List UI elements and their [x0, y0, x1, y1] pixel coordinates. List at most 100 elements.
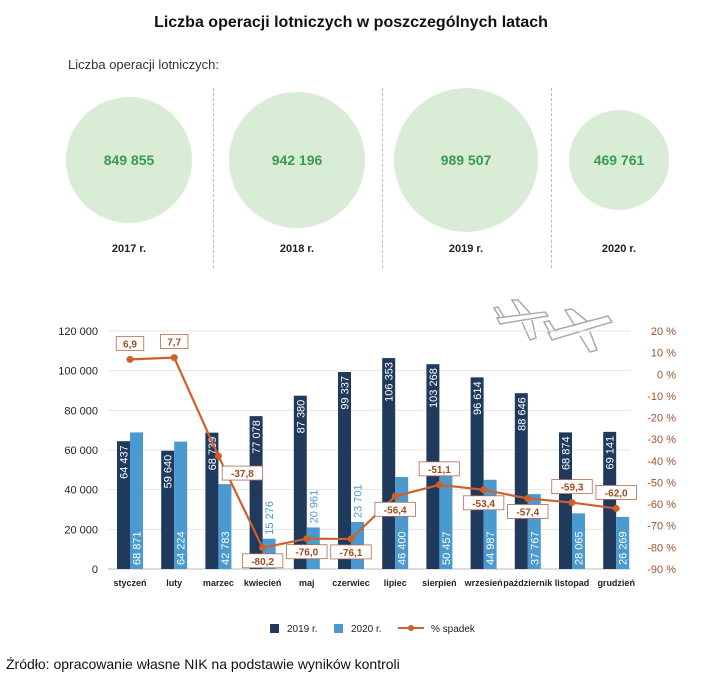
bar-2019	[117, 441, 130, 569]
bar-2019	[470, 377, 484, 569]
year-label: 2020 r.	[601, 243, 637, 255]
data-label: 77 078	[251, 420, 263, 454]
year-value: 942 196	[271, 152, 323, 168]
percent-label: -51,1	[428, 465, 451, 476]
category-label: sierpień	[422, 578, 457, 588]
bar-2019	[338, 371, 351, 569]
bar-2019	[514, 393, 528, 569]
year-circle-2019: 989 507	[394, 88, 538, 232]
right-tick-label: -70 %	[647, 521, 676, 533]
category-label: listopad	[555, 578, 590, 588]
percent-label: -62,0	[605, 488, 628, 499]
bar-2020	[130, 432, 143, 569]
left-tick-label: 100 000	[58, 366, 98, 378]
right-tick-label: -30 %	[647, 434, 676, 446]
category-label: lipiec	[384, 578, 407, 588]
data-label: 46 400	[397, 531, 409, 565]
percent-point	[126, 355, 134, 363]
percent-point	[214, 452, 222, 460]
percent-label: -37,8	[231, 469, 254, 480]
legend-label: 2020 r.	[351, 624, 382, 635]
left-tick-label: 0	[92, 564, 98, 576]
percent-label: -80,2	[251, 557, 274, 568]
data-label: 68 874	[561, 436, 573, 470]
year-circle-2017: 849 855	[66, 97, 192, 223]
category-label: maj	[299, 578, 315, 588]
data-label: 26 269	[618, 531, 630, 565]
percent-point	[259, 544, 267, 552]
year-value: 849 855	[103, 152, 155, 168]
data-label: 59 640	[163, 455, 175, 489]
bar-2020	[572, 513, 585, 569]
category-label: czerwiec	[332, 578, 370, 588]
chart: 64 437 68 871 59 640 64 224 68 739 42 783 77 0…	[58, 299, 676, 635]
percent-label-box	[115, 335, 145, 351]
divider	[382, 88, 383, 268]
left-tick-label: 120 000	[58, 326, 98, 338]
bar-2019	[293, 395, 307, 569]
percent-line	[129, 356, 617, 550]
legend-swatch-2019	[270, 624, 279, 633]
percent-point	[170, 354, 178, 362]
data-label: 69 141	[605, 436, 617, 470]
right-tick-label: 10 %	[651, 348, 676, 360]
year-label: 2017 r.	[111, 243, 147, 255]
percent-label-box	[160, 334, 189, 350]
right-tick-label: -10 %	[647, 391, 676, 403]
percent-label-box	[241, 553, 284, 569]
legend-swatch-2020	[334, 624, 343, 633]
percent-label: -57,4	[516, 507, 539, 518]
category-label: wrzesień	[464, 578, 503, 588]
data-label: 15 276	[264, 501, 276, 535]
percent-label-box	[462, 495, 505, 511]
divider	[551, 88, 552, 268]
page-title: Liczba operacji lotniczych w poszczególn…	[154, 14, 548, 31]
year-value: 469 761	[593, 152, 645, 168]
right-tick-label: -60 %	[647, 499, 676, 511]
data-label: 88 646	[516, 397, 528, 431]
data-label: 99 337	[340, 376, 352, 410]
data-label: 64 224	[176, 531, 188, 565]
data-label: 20 961	[308, 490, 320, 524]
percent-label-box	[595, 485, 637, 500]
right-tick-label: -80 %	[647, 542, 676, 554]
percent-point	[568, 499, 576, 507]
divider	[213, 88, 214, 268]
legend-label: 2019 r.	[287, 624, 318, 635]
data-label: 87 380	[295, 400, 307, 434]
bar-2020	[218, 484, 232, 569]
percent-label: -53,4	[472, 499, 495, 510]
data-label: 28 065	[574, 531, 586, 565]
right-tick-label: -50 %	[647, 477, 676, 489]
data-label: 23 701	[353, 484, 365, 518]
data-label: 103 268	[428, 368, 440, 408]
percent-label: -56,4	[384, 505, 407, 516]
percent-point	[435, 481, 443, 489]
category-label: kwiecień	[244, 578, 282, 588]
percent-label-box	[330, 544, 372, 560]
category-label: grudzień	[597, 578, 635, 588]
data-label: 37 767	[529, 531, 541, 565]
bar-2020	[616, 516, 630, 569]
bar-2020	[174, 441, 188, 569]
bar-2019	[161, 450, 175, 569]
year-circle-2020: 469 761	[569, 110, 669, 210]
left-tick-label: 40 000	[64, 485, 98, 497]
bar-2020	[395, 476, 409, 569]
percent-label-box	[418, 461, 461, 477]
percent-point	[391, 492, 399, 500]
summary-label: Liczba operacji lotniczych:	[68, 57, 220, 72]
bar-2019	[205, 432, 219, 569]
percent-point	[480, 486, 488, 494]
percent-label: -76,1	[340, 548, 363, 559]
year-label: 2019 r.	[448, 243, 484, 255]
data-label: 68 871	[132, 531, 144, 565]
percent-label-box	[551, 479, 593, 494]
legend-label: % spadek	[431, 624, 476, 635]
percent-label-box	[507, 504, 549, 519]
category-label: luty	[166, 578, 182, 588]
data-label: 42 783	[220, 531, 232, 565]
right-tick-label: 20 %	[651, 326, 676, 338]
percent-label: -59,3	[561, 483, 584, 494]
right-tick-label: -20 %	[647, 413, 676, 425]
